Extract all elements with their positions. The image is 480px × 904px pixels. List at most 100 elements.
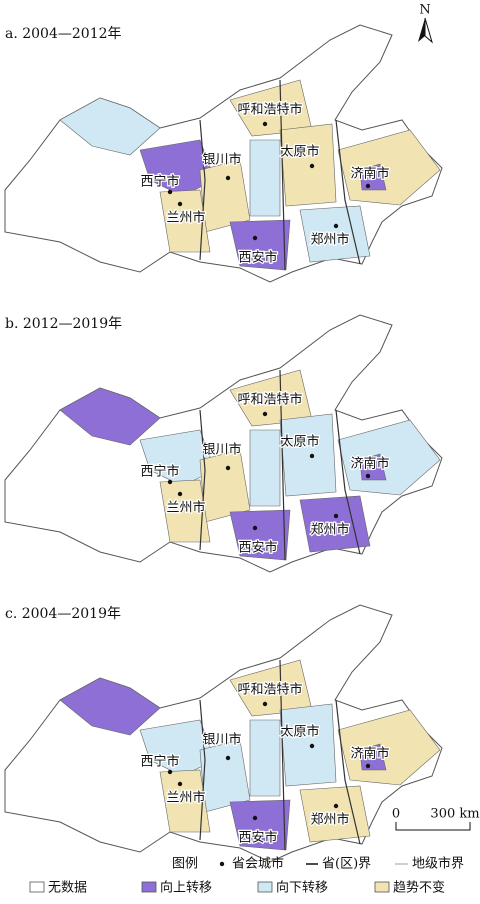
province-border xyxy=(199,409,206,551)
city-label: 西宁市 xyxy=(140,464,179,480)
north-label: N xyxy=(419,3,430,18)
city-label: 郑州市 xyxy=(310,232,349,248)
legend-label: 向下转移 xyxy=(276,880,328,896)
legend-title: 图例 xyxy=(172,857,198,872)
capital-dot xyxy=(333,513,339,519)
capital-dot xyxy=(262,701,268,707)
capital-dot xyxy=(167,479,173,485)
city-label: 济南市 xyxy=(350,166,389,182)
north-arrow: N xyxy=(418,3,433,44)
legend-label: 省会城市 xyxy=(232,856,284,872)
province-border xyxy=(335,409,361,555)
legend-swatch xyxy=(374,881,390,893)
region-patch xyxy=(299,205,371,263)
legend-label: 无数据 xyxy=(48,881,87,896)
panel-title: c. 2004—2019年 xyxy=(5,606,121,622)
city-label: 郑州市 xyxy=(310,812,349,828)
region-patch xyxy=(139,139,216,197)
city-label: 济南市 xyxy=(350,746,389,762)
region-patch xyxy=(359,743,387,771)
capital-dot xyxy=(309,163,315,169)
legend-label: 省(区)界 xyxy=(322,857,371,872)
city-label: 银川市 xyxy=(202,732,241,748)
capital-dot xyxy=(177,781,183,787)
province-border xyxy=(199,119,206,261)
region-patch xyxy=(249,139,281,217)
capital-dot xyxy=(177,491,183,497)
legend-label: 地级市界 xyxy=(412,856,464,872)
province-border xyxy=(335,699,361,845)
region-patch xyxy=(299,495,371,553)
city-label: 郑州市 xyxy=(310,522,349,538)
panel-title: a. 2004—2012年 xyxy=(5,26,122,42)
region-patch xyxy=(229,219,291,271)
north-arrow-right xyxy=(424,17,433,44)
legend-symbol xyxy=(219,861,225,867)
city-label: 太原市 xyxy=(280,434,319,450)
city-label: 西安市 xyxy=(238,250,277,266)
province-border xyxy=(279,79,286,271)
region-patch xyxy=(249,429,281,507)
capital-dot xyxy=(309,453,315,459)
region-patch xyxy=(229,509,291,561)
capital-dot xyxy=(252,235,258,241)
capital-dot xyxy=(333,223,339,229)
city-label: 济南市 xyxy=(350,456,389,472)
capital-dot xyxy=(333,803,339,809)
capital-dot xyxy=(167,189,173,195)
city-label: 银川市 xyxy=(202,442,241,458)
city-label: 兰州市 xyxy=(166,210,205,226)
region-patch xyxy=(279,123,337,207)
legend-label: 趋势不变 xyxy=(393,880,445,896)
region-patch xyxy=(299,785,371,843)
capital-dot xyxy=(167,769,173,775)
city-label: 西安市 xyxy=(238,830,277,846)
capital-dot xyxy=(365,763,371,769)
legend-label: 向上转移 xyxy=(160,880,212,896)
city-label: 呼和浩特市 xyxy=(237,102,302,118)
legend-swatch xyxy=(257,881,273,893)
region-patch xyxy=(359,453,387,481)
region-patch xyxy=(279,413,337,497)
city-label: 兰州市 xyxy=(166,790,205,806)
city-label: 太原市 xyxy=(280,724,319,740)
panel-title: b. 2012—2019年 xyxy=(5,316,122,332)
city-label: 呼和浩特市 xyxy=(237,392,302,408)
city-label: 西安市 xyxy=(238,540,277,556)
capital-dot xyxy=(252,525,258,531)
region-patch xyxy=(139,719,216,777)
capital-dot xyxy=(252,815,258,821)
region-patch xyxy=(279,703,337,787)
city-label: 西宁市 xyxy=(140,174,179,190)
region-patch xyxy=(249,719,281,797)
city-label: 太原市 xyxy=(280,144,319,160)
capital-dot xyxy=(365,473,371,479)
province-border xyxy=(199,699,206,841)
capital-dot xyxy=(225,465,231,471)
province-border xyxy=(279,659,286,851)
scale-zero: 0 xyxy=(392,807,400,822)
scale-bar xyxy=(395,822,471,831)
capital-dot xyxy=(225,755,231,761)
region-patch xyxy=(139,429,216,487)
city-label: 呼和浩特市 xyxy=(237,682,302,698)
north-arrow-left xyxy=(418,18,425,42)
region-patch xyxy=(159,189,211,253)
capital-dot xyxy=(365,183,371,189)
region-patch xyxy=(359,163,387,191)
capital-dot xyxy=(309,743,315,749)
capital-dot xyxy=(262,411,268,417)
region-patch xyxy=(59,97,161,156)
region-patch xyxy=(159,769,211,833)
capital-dot xyxy=(177,201,183,207)
region-patch xyxy=(159,479,211,543)
province-border xyxy=(279,369,286,561)
region-patch xyxy=(59,387,161,446)
city-label: 银川市 xyxy=(202,152,241,168)
city-label: 西宁市 xyxy=(140,754,179,770)
legend-swatch xyxy=(141,881,157,893)
capital-dot xyxy=(262,121,268,127)
